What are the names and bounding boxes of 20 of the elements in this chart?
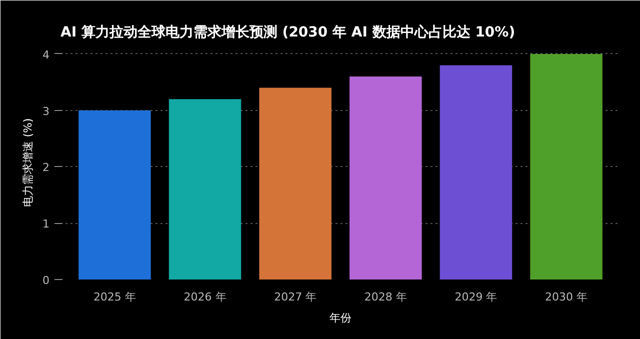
y-axis-title: 电力需求增速 (%) [22, 118, 34, 207]
y-tick-label: 3 [42, 104, 50, 118]
x-axis-title: 年份 [330, 312, 352, 324]
bar [440, 65, 512, 280]
y-tick-label: 2 [42, 161, 50, 174]
x-tick-label: 2027 年 [274, 290, 317, 304]
bar [78, 110, 151, 280]
x-tick-label: 2028 年 [364, 290, 407, 304]
bar [350, 76, 422, 280]
x-tick-label: 2026 年 [184, 290, 226, 304]
bar [259, 88, 332, 280]
bar [530, 54, 602, 280]
x-tick-label: 2030 年 [545, 290, 588, 304]
y-tick-label: 0 [42, 274, 50, 287]
y-tick-label: 4 [42, 48, 50, 62]
x-tick-label: 2029 年 [454, 290, 498, 304]
y-tick-label: 1 [42, 218, 50, 231]
x-tick-label: 2025 年 [93, 290, 136, 304]
chart-title: AI 算力拉动全球电力需求增长预测 (2030 年 AI 数据中心占比达 10%) [60, 24, 516, 40]
bar [168, 99, 242, 280]
